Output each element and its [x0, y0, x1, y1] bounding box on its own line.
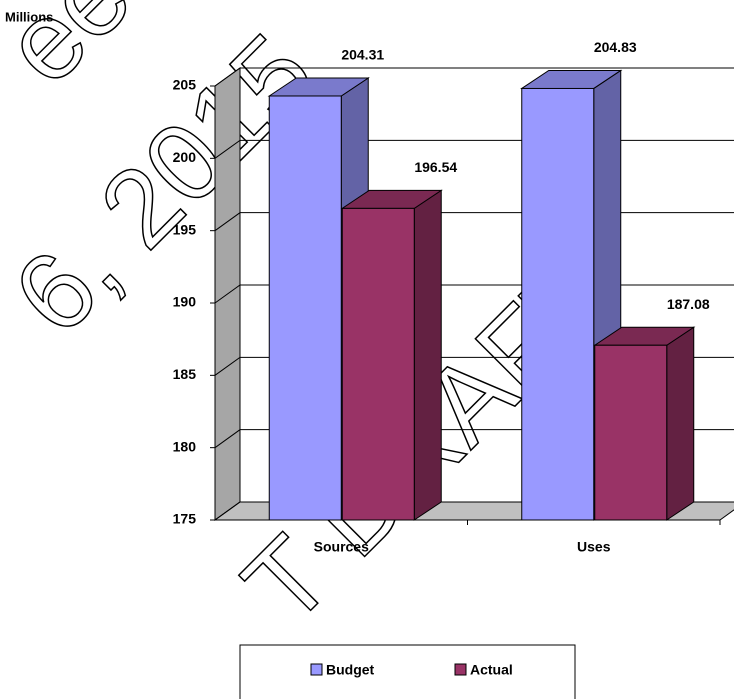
bar: [594, 344, 668, 521]
legend-label: Budget: [326, 662, 375, 678]
legend-swatch: [454, 663, 467, 676]
y-axis-label: Millions: [5, 9, 53, 24]
y-tick-label: 180: [173, 438, 197, 454]
data-label: 187.08: [667, 296, 710, 312]
bar: [341, 207, 415, 521]
x-tick-label: Uses: [577, 539, 611, 555]
y-tick-label: 205: [173, 77, 197, 93]
bar-side: [666, 326, 695, 521]
bar: [268, 95, 342, 521]
grid-line: [214, 67, 734, 87]
legend: [239, 644, 576, 699]
data-label: 196.54: [414, 159, 457, 175]
data-label: 204.31: [341, 47, 384, 63]
y-tick-label: 175: [173, 511, 197, 527]
y-tick-label: 195: [173, 221, 197, 237]
legend-swatch: [310, 663, 323, 676]
y-tick-label: 190: [173, 294, 197, 310]
legend-label: Actual: [470, 662, 513, 678]
x-tick-label: Sources: [314, 539, 369, 555]
bar: [521, 87, 595, 521]
y-tick-label: 185: [173, 366, 197, 382]
data-label: 204.83: [594, 39, 637, 55]
bar-side: [413, 189, 442, 521]
y-tick-label: 200: [173, 149, 197, 165]
